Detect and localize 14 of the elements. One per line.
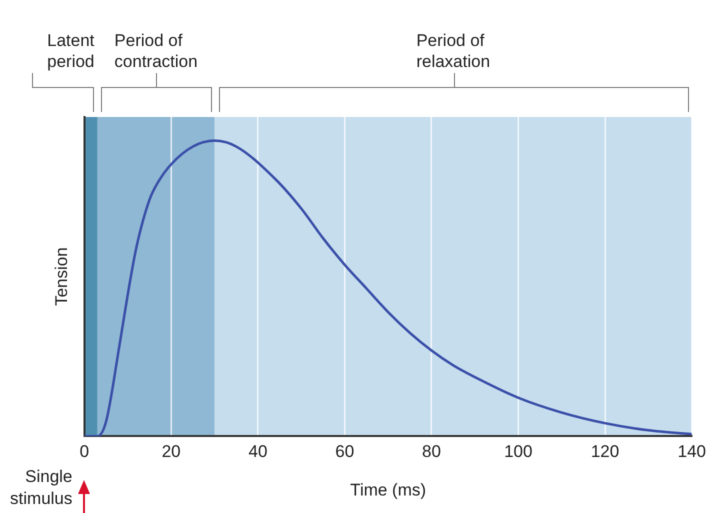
band-label: Period of relaxation (416, 31, 490, 71)
x-tick-label: 80 (422, 442, 441, 462)
x-tick-label: 40 (248, 442, 268, 462)
x-tick-label: 20 (162, 442, 181, 462)
x-tick-label: 0 (80, 442, 90, 462)
band-label: Period of contraction (114, 31, 198, 71)
x-tick-label: 140 (678, 442, 706, 462)
band-label: Latent period (47, 31, 95, 71)
x-tick-label: 60 (335, 442, 354, 462)
text: Single stimulus (10, 467, 72, 508)
y-axis-title: Tension (52, 247, 71, 306)
x-axis-title: Time (ms) (350, 480, 426, 500)
x-tick-label: 120 (590, 442, 620, 462)
x-tick-label: 100 (504, 442, 532, 462)
